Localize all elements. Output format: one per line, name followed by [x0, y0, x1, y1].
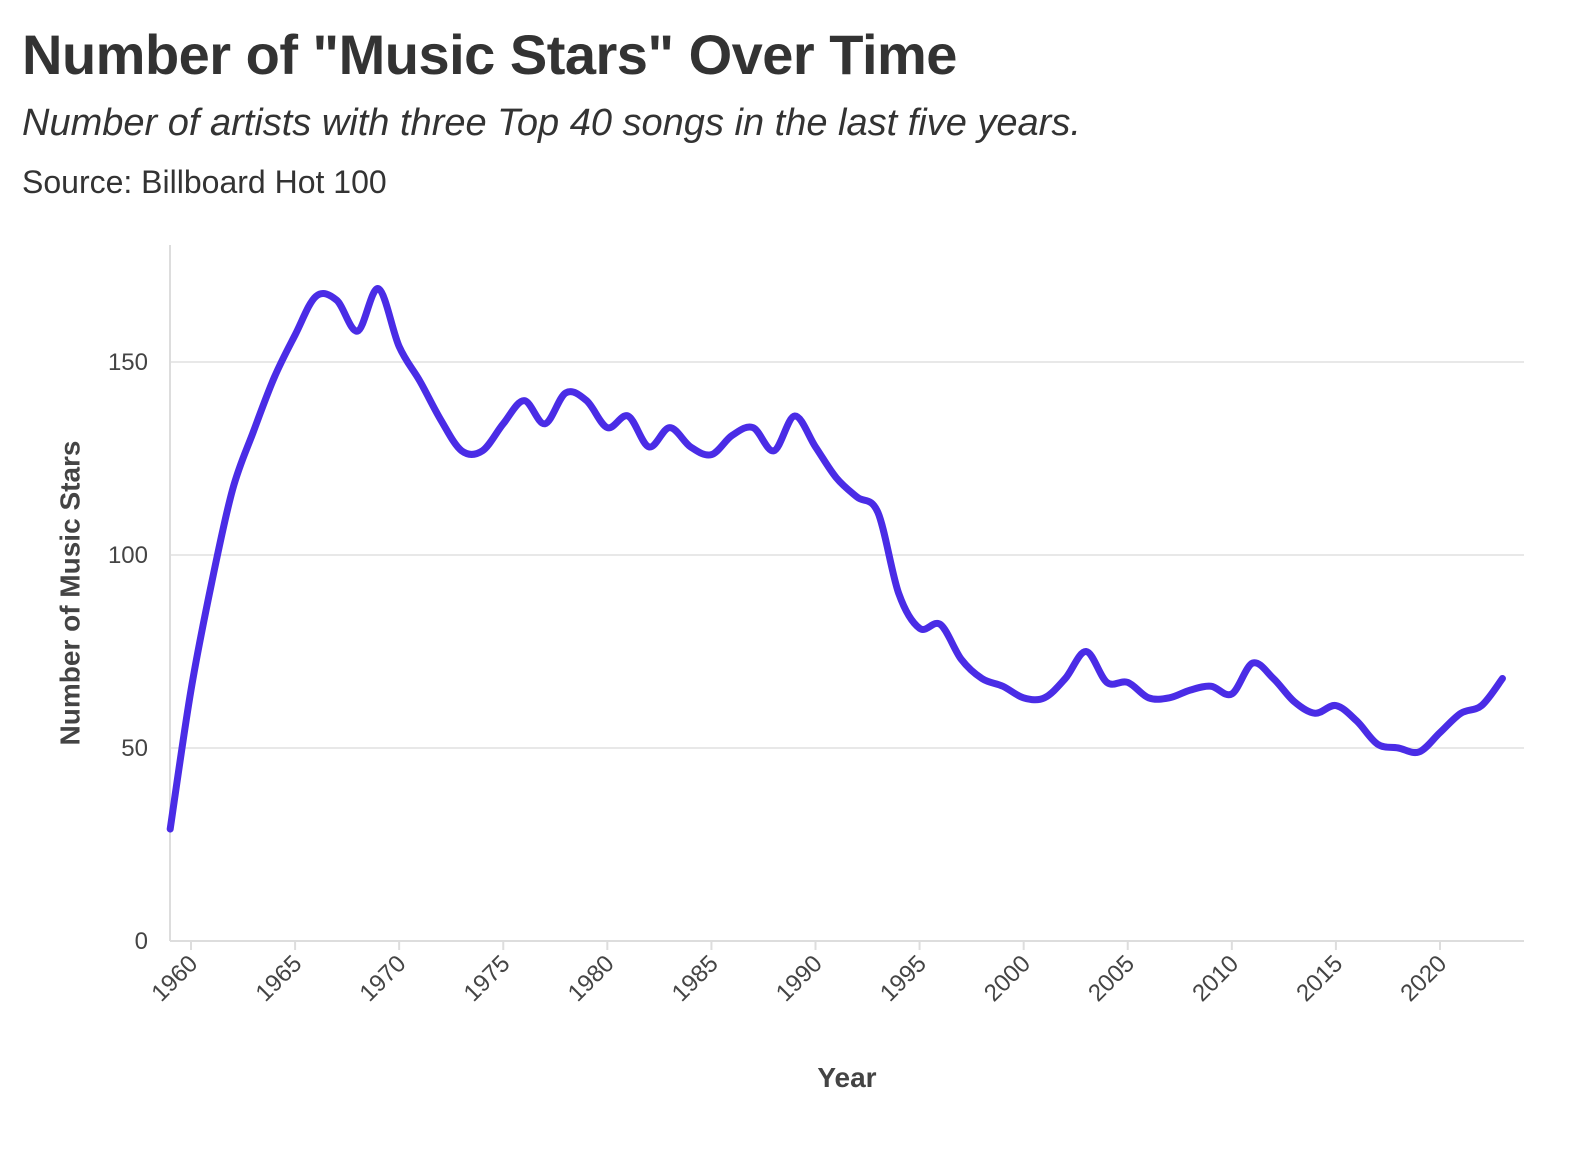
x-tick-label: 2020: [1395, 950, 1452, 1007]
x-tick-label: 1995: [875, 950, 932, 1007]
chart-subtitle: Number of artists with three Top 40 song…: [22, 102, 1081, 144]
y-axis-ticks: 0 50 100 150: [108, 349, 148, 955]
chart-source: Source: Billboard Hot 100: [22, 164, 387, 200]
y-tick-label: 100: [108, 542, 148, 569]
series-line: [166, 285, 1506, 833]
x-tick-label: 2005: [1083, 950, 1140, 1007]
y-tick-label: 0: [135, 928, 148, 955]
x-tick-label: 1990: [771, 950, 828, 1007]
x-tick-label: 2015: [1291, 950, 1348, 1007]
x-tick-label: 2000: [979, 950, 1036, 1007]
x-tick-label: 1970: [355, 950, 412, 1007]
y-axis-title: Number of Music Stars: [55, 441, 86, 746]
x-tick-label: 1985: [667, 950, 724, 1007]
x-tick-label: 1960: [146, 950, 203, 1007]
x-tick-label: 1965: [250, 950, 307, 1007]
x-axis-ticks: 1960 1965 1970 1975 1980 1985 1990 1995 2000 2005…: [146, 941, 1452, 1007]
x-axis-title: Year: [817, 1062, 876, 1093]
y-tick-label: 150: [108, 349, 148, 376]
x-tick-label: 1980: [563, 950, 620, 1007]
gridlines: [170, 361, 1524, 749]
x-tick-label: 1975: [459, 950, 516, 1007]
chart-title: Number of "Music Stars" Over Time: [22, 23, 957, 86]
y-tick-label: 50: [121, 735, 148, 762]
x-tick-label: 2010: [1187, 950, 1244, 1007]
